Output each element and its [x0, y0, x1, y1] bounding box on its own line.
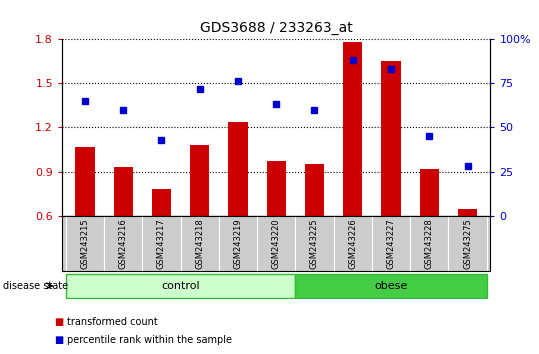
Text: GSM243226: GSM243226 — [348, 218, 357, 269]
Text: GSM243218: GSM243218 — [195, 218, 204, 269]
Bar — [420, 169, 439, 216]
Text: obese: obese — [375, 281, 407, 291]
Bar — [66, 274, 295, 298]
Bar — [75, 147, 94, 216]
Bar — [458, 209, 477, 216]
Bar — [257, 216, 295, 271]
Text: disease state: disease state — [3, 281, 68, 291]
Text: GSM243219: GSM243219 — [233, 218, 243, 269]
Text: percentile rank within the sample: percentile rank within the sample — [67, 335, 232, 345]
Bar — [448, 216, 487, 271]
Text: GSM243227: GSM243227 — [386, 218, 396, 269]
Bar — [190, 145, 209, 216]
Text: ■: ■ — [54, 317, 63, 327]
Bar — [295, 216, 334, 271]
Bar — [295, 274, 487, 298]
Text: GSM243217: GSM243217 — [157, 218, 166, 269]
Bar — [410, 216, 448, 271]
Text: transformed count: transformed count — [67, 317, 158, 327]
Bar — [372, 216, 410, 271]
Text: GSM243275: GSM243275 — [463, 218, 472, 269]
Text: GSM243215: GSM243215 — [80, 218, 89, 269]
Bar — [305, 164, 324, 216]
Text: ■: ■ — [54, 335, 63, 345]
Bar — [219, 216, 257, 271]
Text: GSM243216: GSM243216 — [119, 218, 128, 269]
Title: GDS3688 / 233263_at: GDS3688 / 233263_at — [200, 21, 353, 35]
Bar — [229, 121, 247, 216]
Text: control: control — [161, 281, 200, 291]
Bar — [104, 216, 142, 271]
Bar — [382, 61, 400, 216]
Bar — [181, 216, 219, 271]
Bar — [114, 167, 133, 216]
Bar — [267, 161, 286, 216]
Text: GSM243225: GSM243225 — [310, 218, 319, 269]
Bar — [142, 216, 181, 271]
Text: GSM243220: GSM243220 — [272, 218, 281, 269]
Bar — [343, 42, 362, 216]
Text: GSM243228: GSM243228 — [425, 218, 434, 269]
Bar — [66, 216, 104, 271]
Bar — [152, 189, 171, 216]
Bar — [334, 216, 372, 271]
